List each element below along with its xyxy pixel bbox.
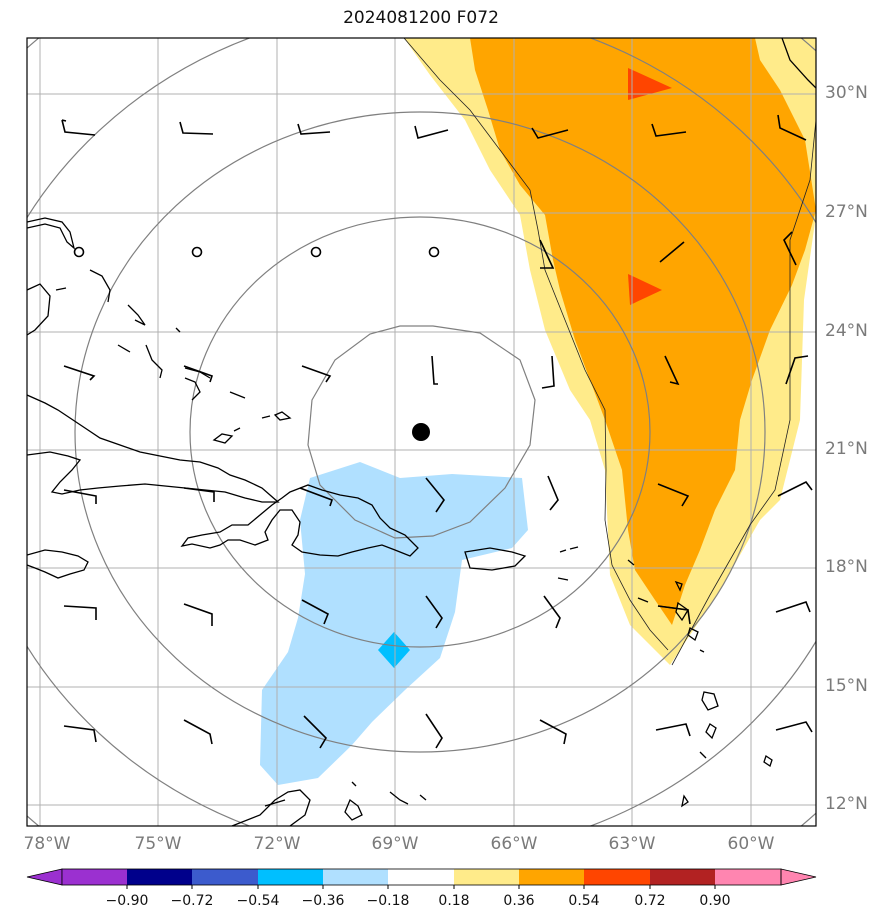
colorbar-segment bbox=[258, 869, 323, 885]
colorbar-tick-label: −0.72 bbox=[170, 893, 214, 909]
lat-label-24n: 24°N bbox=[825, 321, 868, 341]
colorbar bbox=[26, 868, 817, 889]
lon-label-63w: 63°W bbox=[608, 834, 656, 854]
colorbar-segment bbox=[715, 869, 781, 885]
colorbar-segment bbox=[650, 869, 715, 885]
colorbar-segment bbox=[584, 869, 650, 885]
colorbar-segment bbox=[454, 869, 519, 885]
positive-anomaly-high bbox=[628, 68, 672, 100]
colorbar-segment bbox=[62, 869, 127, 885]
lon-label-66w: 66°W bbox=[490, 834, 538, 854]
storm-center-marker bbox=[412, 423, 430, 441]
lat-label-21n: 21°N bbox=[825, 439, 868, 459]
colorbar-tick-label: 0.90 bbox=[699, 893, 731, 909]
colorbar-segment bbox=[127, 869, 192, 885]
lat-label-30n: 30°N bbox=[825, 83, 868, 103]
colorbar-tick-label: −0.90 bbox=[105, 893, 149, 909]
lon-label-75w: 75°W bbox=[134, 834, 182, 854]
lat-label-18n: 18°N bbox=[825, 557, 868, 577]
colorbar-tick-label: −0.36 bbox=[301, 893, 345, 909]
colorbar-upper-extend bbox=[780, 868, 817, 886]
lon-label-78w: 78°W bbox=[23, 834, 71, 854]
colorbar-segment bbox=[519, 869, 584, 885]
negative-anomaly-light bbox=[260, 462, 528, 785]
lon-label-60w: 60°W bbox=[727, 834, 775, 854]
colorbar-segment bbox=[192, 869, 258, 885]
colorbar-tick-label: 0.18 bbox=[438, 893, 470, 909]
graticule bbox=[27, 38, 816, 826]
contour-line bbox=[671, 119, 816, 666]
colorbar-tick-label: −0.54 bbox=[236, 893, 280, 909]
colorbar-lower-extend bbox=[26, 868, 63, 886]
wind-barbs bbox=[61, 114, 813, 749]
lon-label-72w: 72°W bbox=[253, 834, 301, 854]
lon-label-69w: 69°W bbox=[371, 834, 419, 854]
colorbar-segment bbox=[388, 869, 454, 885]
positive-anomaly-high bbox=[628, 274, 662, 305]
lat-label-12n: 12°N bbox=[825, 794, 868, 814]
contour-line bbox=[403, 38, 669, 651]
negative-anomaly-mid bbox=[378, 632, 410, 668]
colorbar-tick-label: 0.54 bbox=[568, 893, 600, 909]
map-title: 2024081200 F072 bbox=[343, 8, 499, 28]
lat-label-27n: 27°N bbox=[825, 202, 868, 222]
colorbar-tick-label: −0.18 bbox=[366, 893, 410, 909]
colorbar-segment bbox=[323, 869, 388, 885]
map-border bbox=[26, 37, 817, 827]
lat-label-15n: 15°N bbox=[825, 676, 868, 696]
calm-wind-markers bbox=[73, 246, 440, 258]
colorbar-tick-label: 0.72 bbox=[634, 893, 666, 909]
colorbar-tick-label: 0.36 bbox=[503, 893, 535, 909]
